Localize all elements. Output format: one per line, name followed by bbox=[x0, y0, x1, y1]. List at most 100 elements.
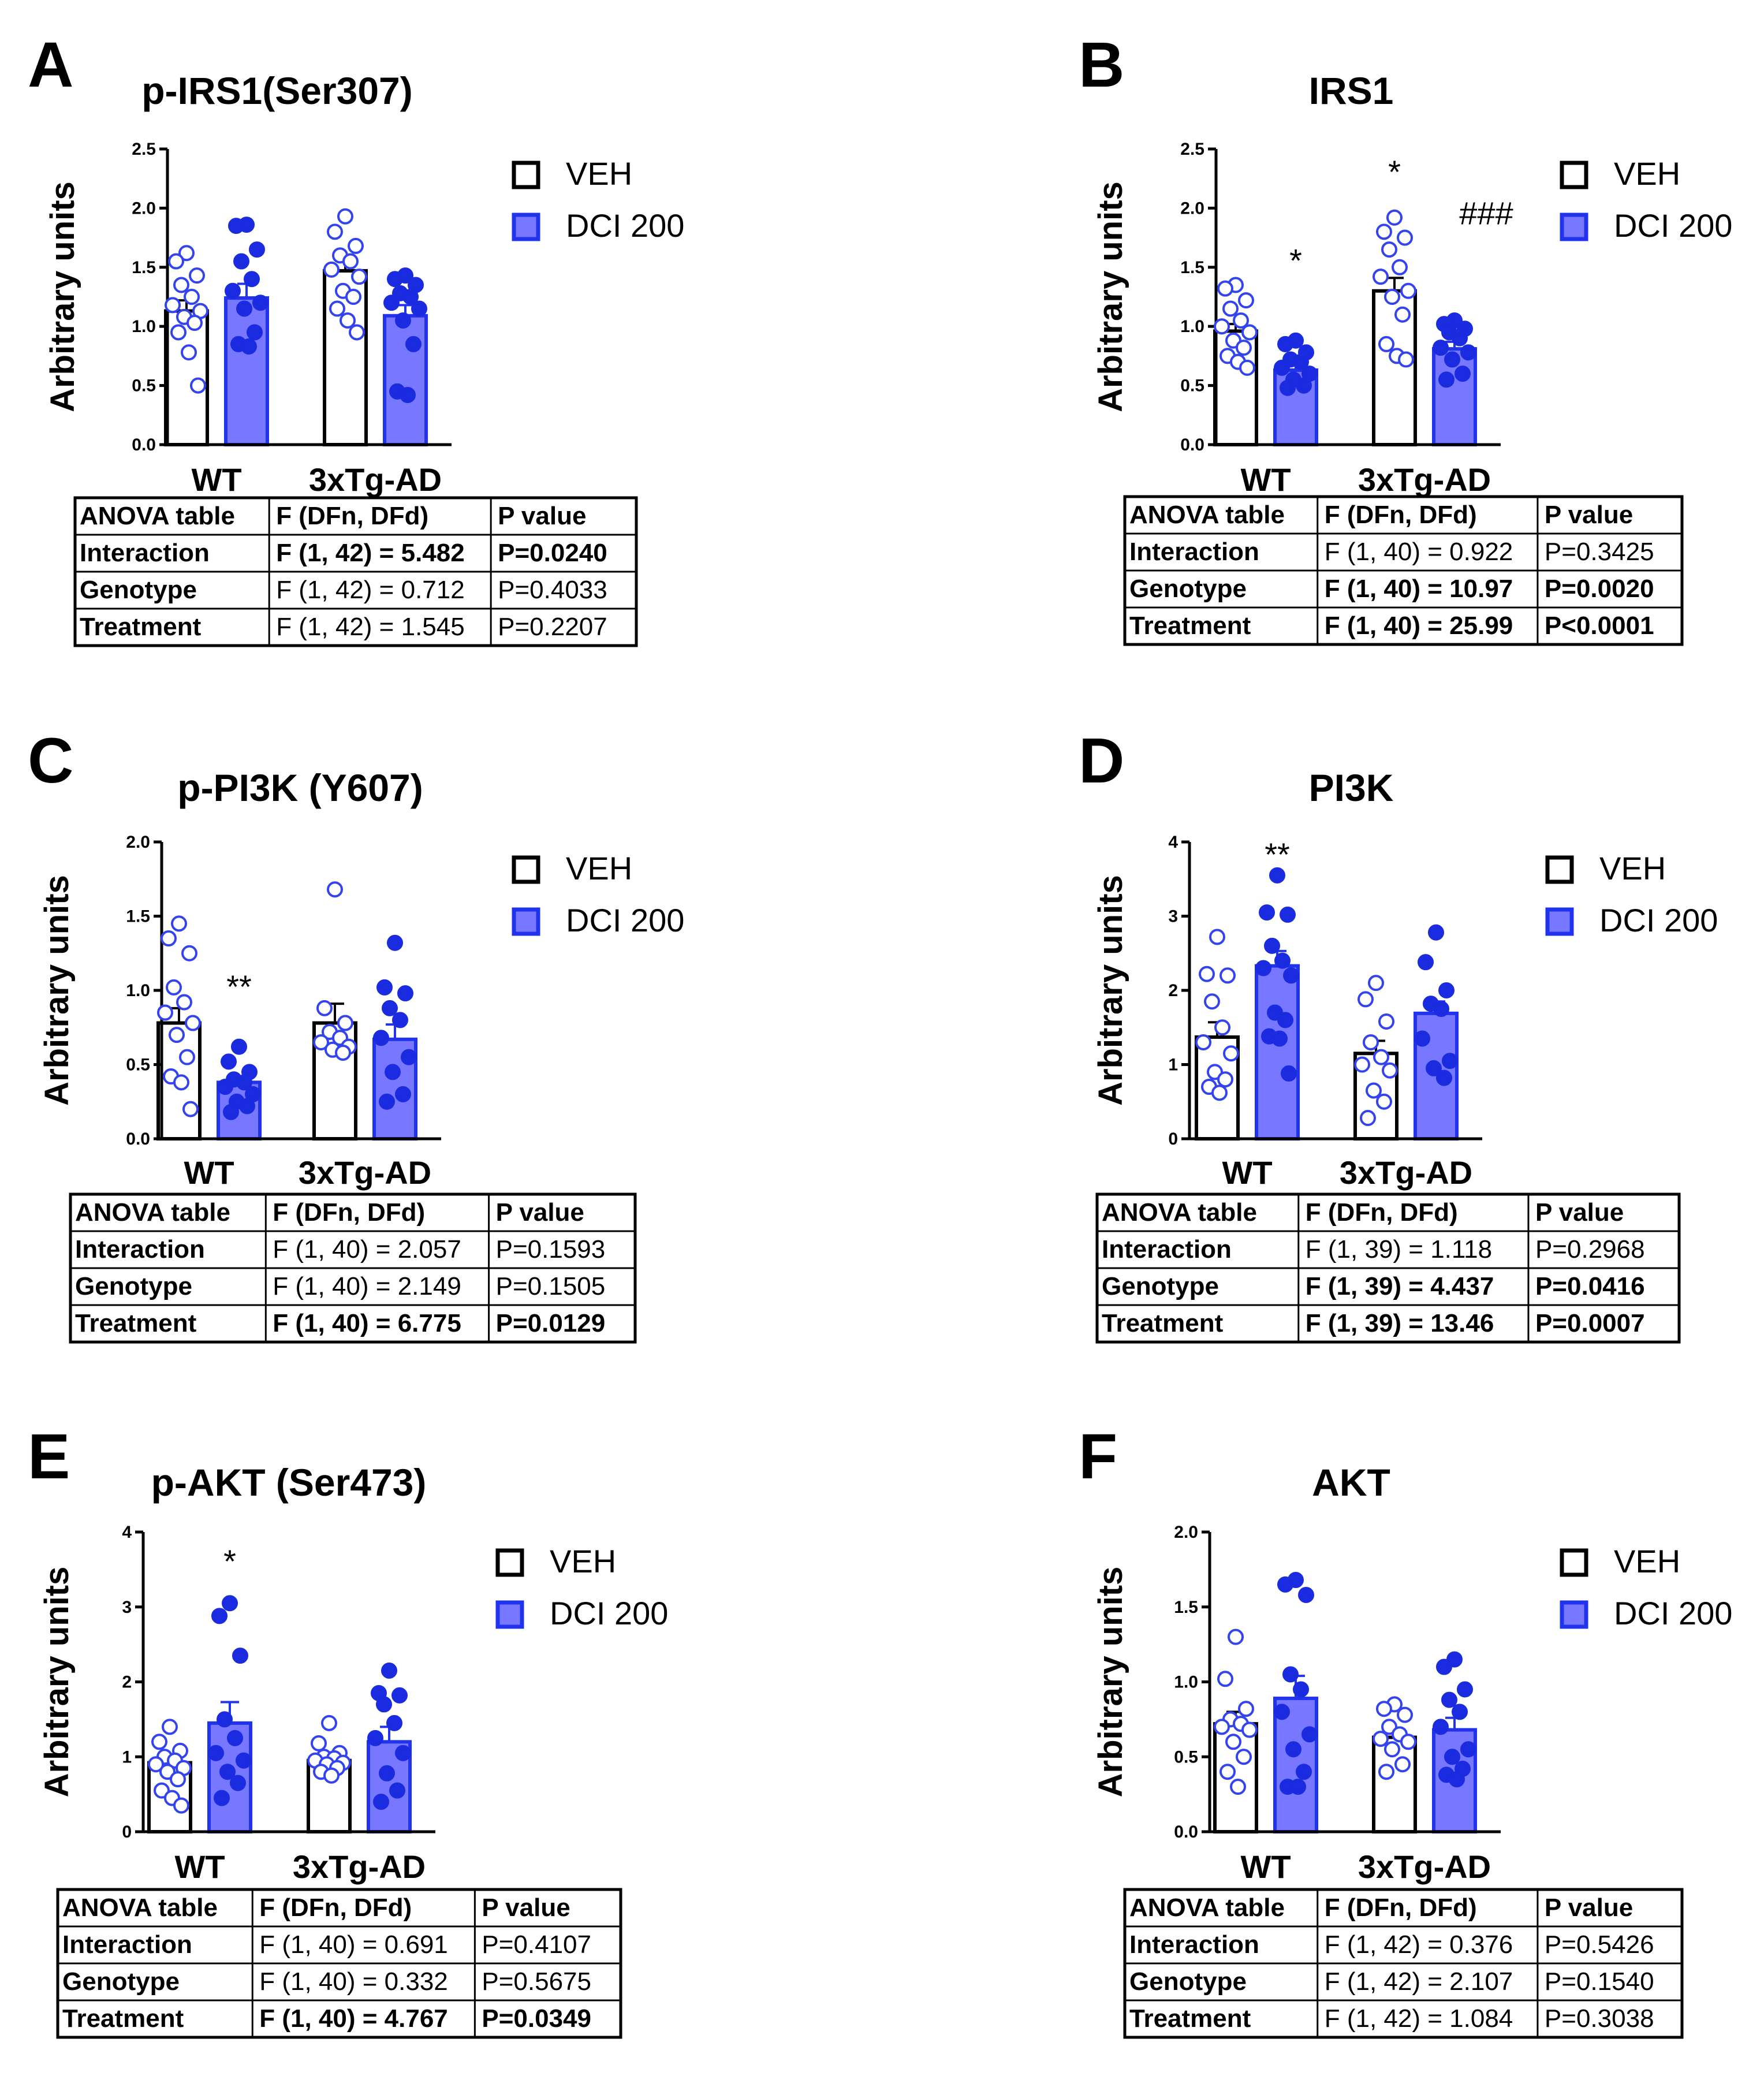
y-tick-label: 0.5 bbox=[132, 377, 156, 396]
table-header-cell: ANOVA table bbox=[1102, 1198, 1257, 1227]
table-cell: Treatment bbox=[62, 2004, 184, 2033]
significance-mark: ** bbox=[226, 968, 252, 1005]
table-cell: P=0.0240 bbox=[498, 539, 607, 567]
data-point bbox=[376, 979, 393, 996]
legend-swatch-dci bbox=[1545, 907, 1574, 936]
data-point bbox=[1199, 966, 1215, 982]
data-point bbox=[1296, 377, 1312, 394]
data-point bbox=[236, 300, 252, 317]
y-tick-label: 2.0 bbox=[132, 199, 156, 218]
data-point bbox=[348, 237, 364, 254]
y-tick-label: 1.5 bbox=[1180, 258, 1204, 277]
data-point bbox=[1452, 1704, 1468, 1720]
data-point bbox=[1230, 1779, 1246, 1795]
legend-swatch-veh bbox=[512, 855, 540, 884]
data-point bbox=[1217, 1671, 1233, 1687]
table-header-cell: F (DFn, DFd) bbox=[1306, 1198, 1458, 1227]
data-point bbox=[1444, 1749, 1460, 1765]
table-header-cell: ANOVA table bbox=[75, 1198, 230, 1227]
data-point bbox=[395, 1086, 411, 1102]
data-point bbox=[1204, 993, 1220, 1010]
data-point bbox=[1455, 366, 1471, 382]
panel-letter: E bbox=[28, 1421, 70, 1492]
y-tick-label: 2.5 bbox=[132, 140, 156, 159]
data-point bbox=[329, 300, 345, 317]
y-tick-label: 0.0 bbox=[1174, 1822, 1198, 1842]
data-point bbox=[181, 945, 197, 961]
table-cell: P=0.4107 bbox=[482, 1930, 591, 1959]
data-point bbox=[249, 241, 265, 258]
data-point bbox=[335, 1044, 351, 1061]
y-tick-label: 2.0 bbox=[126, 833, 150, 852]
data-point bbox=[387, 934, 403, 951]
y-tick-label: 1.0 bbox=[132, 317, 156, 336]
table-cell: P=0.0416 bbox=[1535, 1272, 1645, 1300]
y-axis-label: Arbitrary units bbox=[44, 181, 81, 412]
data-point bbox=[241, 338, 257, 355]
data-point bbox=[211, 1608, 228, 1624]
data-point bbox=[379, 1093, 395, 1110]
data-point bbox=[1211, 1084, 1228, 1101]
data-point bbox=[148, 1756, 164, 1773]
data-point bbox=[395, 312, 411, 329]
data-point bbox=[327, 223, 343, 240]
y-tick-label: 1.5 bbox=[126, 907, 150, 926]
data-point bbox=[1241, 1721, 1258, 1738]
category-label: 3xTg-AD bbox=[293, 1848, 426, 1885]
table-cell: F (1, 40) = 0.691 bbox=[259, 1930, 448, 1959]
data-point bbox=[1209, 929, 1225, 945]
data-point bbox=[1376, 1701, 1392, 1717]
data-point bbox=[313, 1034, 329, 1050]
data-point bbox=[1358, 991, 1374, 1008]
data-point bbox=[1223, 1045, 1239, 1062]
data-point bbox=[1441, 1691, 1457, 1708]
table-cell: P=0.1593 bbox=[496, 1235, 606, 1264]
table-cell: P=0.2968 bbox=[1535, 1235, 1645, 1264]
y-tick-label: 2 bbox=[122, 1673, 132, 1692]
data-point bbox=[392, 1012, 408, 1028]
data-point bbox=[1222, 300, 1239, 317]
data-point bbox=[184, 289, 200, 305]
significance-mark: * bbox=[1388, 154, 1401, 190]
data-point bbox=[1255, 960, 1271, 976]
anova-table: ANOVA table F (DFn, DFd) P value Interactio… bbox=[56, 1888, 622, 2039]
data-point bbox=[1433, 1719, 1449, 1735]
data-point bbox=[165, 297, 181, 314]
data-point bbox=[1277, 1012, 1293, 1028]
data-point bbox=[1214, 318, 1230, 335]
y-tick-label: 1 bbox=[1168, 1056, 1178, 1075]
data-point bbox=[1376, 1093, 1392, 1110]
data-point bbox=[1354, 1056, 1370, 1073]
y-tick-label: 0.0 bbox=[126, 1130, 150, 1149]
data-point bbox=[1285, 1741, 1301, 1758]
data-point bbox=[385, 1064, 401, 1080]
data-point bbox=[1271, 1030, 1288, 1047]
panel-d: D PI3K 0 1 2 3 4 Arbitrary units WT 3xTg-AD ** VEH D… bbox=[1079, 725, 1718, 1344]
data-point bbox=[1293, 353, 1309, 370]
data-point bbox=[1460, 1741, 1476, 1758]
data-point bbox=[236, 1074, 252, 1091]
table-cell: P=0.1540 bbox=[1545, 1967, 1654, 1996]
data-point bbox=[1280, 906, 1296, 923]
data-point bbox=[1452, 330, 1468, 346]
data-point bbox=[340, 312, 356, 329]
anova-table: ANOVA table F (DFn, DFd) P value Interactio… bbox=[1123, 1888, 1684, 2039]
data-point bbox=[323, 1767, 340, 1784]
table-cell: Treatment bbox=[75, 1309, 197, 1337]
data-point bbox=[223, 1104, 239, 1120]
data-point bbox=[221, 1053, 237, 1070]
y-tick-label: 1.0 bbox=[1180, 317, 1204, 336]
data-point bbox=[379, 1765, 395, 1781]
data-point bbox=[187, 315, 203, 331]
data-point bbox=[1283, 967, 1299, 984]
table-cell: F (1, 42) = 1.084 bbox=[1325, 2004, 1513, 2033]
table-cell: F (1, 42) = 2.107 bbox=[1325, 1967, 1513, 1996]
data-point bbox=[1281, 1065, 1297, 1082]
y-tick-label: 0 bbox=[1168, 1130, 1178, 1149]
data-point bbox=[239, 1098, 255, 1115]
table-cell: Interaction bbox=[62, 1930, 192, 1959]
data-point bbox=[1436, 1069, 1452, 1086]
data-point bbox=[1214, 1719, 1230, 1735]
